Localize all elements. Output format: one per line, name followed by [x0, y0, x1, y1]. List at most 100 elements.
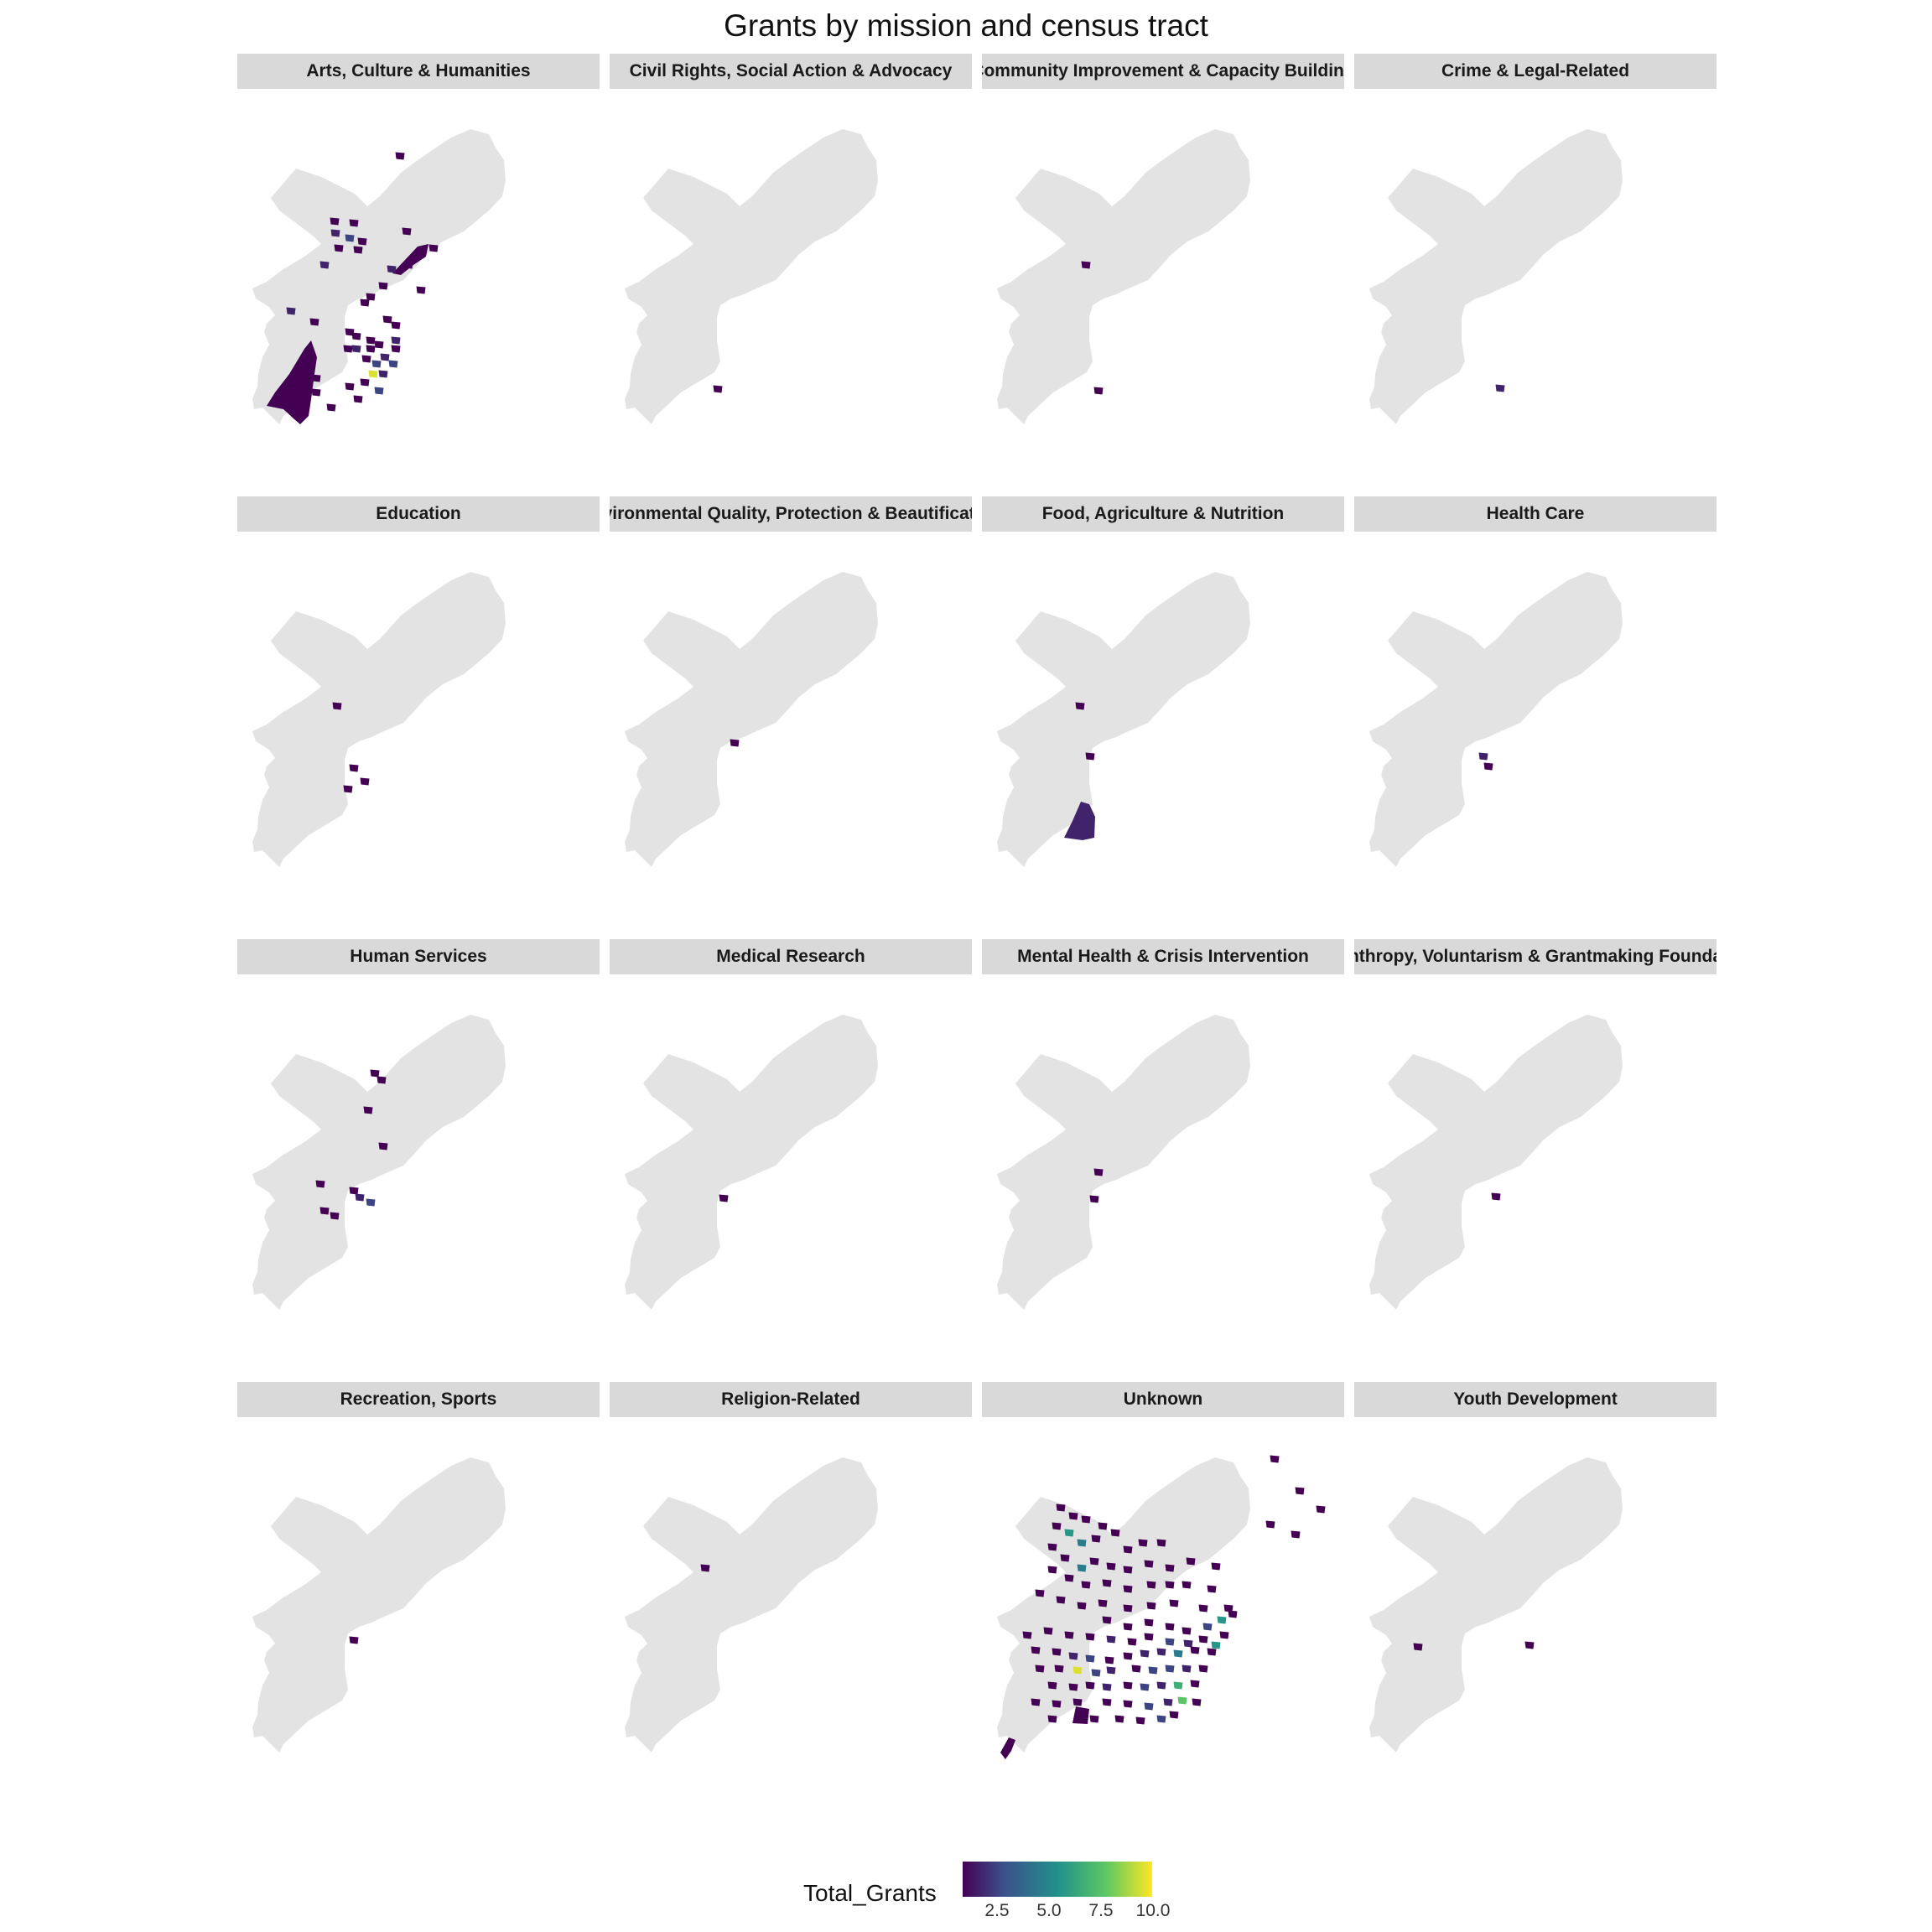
facet-panel: Medical Research [610, 939, 972, 1353]
census-tract [402, 227, 412, 236]
census-tract [370, 1069, 380, 1078]
census-tract [1123, 1623, 1133, 1631]
facet-panel: Human Services [237, 939, 600, 1353]
legend-tick-label: 5.0 [1036, 1901, 1062, 1920]
facet-label: Environmental Quality, Protection & Beau… [610, 504, 972, 523]
census-tract [1295, 1487, 1305, 1495]
legend-colorbar [963, 1862, 1152, 1897]
census-tract [392, 244, 428, 275]
census-tract [1081, 1581, 1091, 1589]
census-tract [353, 395, 363, 403]
census-tract [1068, 1512, 1078, 1520]
census-tract [349, 1187, 359, 1195]
census-tract [366, 336, 376, 345]
census-tract [1483, 762, 1493, 771]
census-tract [1156, 1648, 1166, 1656]
facet-label: Youth Development [1453, 1389, 1618, 1409]
census-tract [267, 340, 317, 424]
census-tract [1068, 1683, 1078, 1691]
census-tract [1085, 1681, 1095, 1690]
census-tract [1031, 1698, 1041, 1706]
census-tract [355, 1193, 365, 1202]
census-tract [1052, 1522, 1062, 1530]
census-tract [1072, 1706, 1089, 1724]
city-outline [997, 129, 1250, 424]
legend-title: Total_Grants [803, 1880, 937, 1906]
census-tract [1056, 1596, 1066, 1604]
census-tract [1169, 1599, 1179, 1607]
facet-strip: Crime & Legal-Related [1354, 54, 1716, 89]
census-tract [1064, 1631, 1074, 1639]
census-tract [1140, 1683, 1150, 1691]
city-outline [997, 1015, 1250, 1310]
legend-tick-label: 10.0 [1135, 1901, 1171, 1920]
census-tract [1052, 1648, 1062, 1656]
census-tract [1207, 1648, 1217, 1656]
census-tract [416, 286, 426, 294]
facet-label: Religion-Related [721, 1389, 860, 1409]
census-tract [1102, 1579, 1112, 1587]
facet-panel: Environmental Quality, Protection & Beau… [610, 496, 972, 911]
census-tract [349, 1636, 359, 1644]
census-tract [1123, 1545, 1133, 1554]
census-tract [1265, 1520, 1275, 1529]
census-tract [1144, 1633, 1154, 1641]
facet-label: Crime & Legal-Related [1441, 61, 1630, 80]
census-tract [1270, 1455, 1280, 1463]
facet-strip: Unknown [982, 1382, 1344, 1417]
census-tract [311, 388, 321, 397]
census-tract [1081, 1515, 1091, 1524]
census-tract [1135, 1716, 1145, 1725]
census-tract [1093, 387, 1104, 395]
census-tract [1148, 1666, 1158, 1675]
census-tract [1182, 1665, 1192, 1673]
city-map [1369, 572, 1623, 867]
facet-strip: Community Improvement & Capacity Buildin… [982, 54, 1344, 89]
census-tract [334, 244, 344, 252]
census-tract [1165, 1564, 1175, 1572]
census-tract [1102, 1683, 1112, 1691]
city-outline [625, 1015, 878, 1310]
census-tract [1165, 1623, 1175, 1631]
census-tract [330, 1212, 340, 1220]
census-tract [330, 217, 340, 226]
census-tract [1182, 1627, 1192, 1635]
census-tract [360, 378, 370, 387]
census-tract [391, 336, 401, 345]
census-tract [1000, 1737, 1015, 1759]
legend-tick-label: 7.5 [1088, 1901, 1114, 1920]
legend-tick-label: 2.5 [984, 1901, 1010, 1920]
city-map [625, 129, 878, 424]
census-tract [1085, 1654, 1095, 1663]
census-tract [1102, 1616, 1112, 1624]
census-tract [315, 1180, 325, 1188]
census-tract [345, 382, 355, 391]
census-tract [1140, 1649, 1150, 1658]
facet-panel: Crime & Legal-Related [1354, 54, 1716, 468]
census-tract [319, 1207, 330, 1215]
census-tract [1102, 1698, 1112, 1706]
census-tract [349, 764, 359, 772]
facet-strip: Civil Rights, Social Action & Advocacy [610, 54, 972, 89]
census-tract [351, 332, 361, 340]
facet-strip: Human Services [237, 939, 600, 974]
facet-strip: Food, Agriculture & Nutrition [982, 496, 1344, 532]
census-tract [1131, 1665, 1141, 1673]
facet-strip: Environmental Quality, Protection & Beau… [610, 496, 972, 532]
facet-panel: Religion-Related [610, 1382, 972, 1796]
facet-strip: Youth Development [1354, 1382, 1716, 1417]
census-tract [1146, 1602, 1156, 1610]
census-tract [1144, 1560, 1154, 1568]
figure-title: Grants by mission and census tract [724, 8, 1208, 43]
census-tract [1217, 1616, 1227, 1624]
city-map [252, 572, 506, 867]
census-tract [1106, 1562, 1116, 1571]
city-outline [997, 572, 1250, 867]
city-map [625, 572, 878, 867]
city-outline [1369, 1457, 1623, 1753]
census-tract [1138, 1539, 1148, 1547]
census-tract [713, 385, 723, 393]
census-tract [1291, 1530, 1301, 1539]
census-tract [1035, 1589, 1045, 1597]
